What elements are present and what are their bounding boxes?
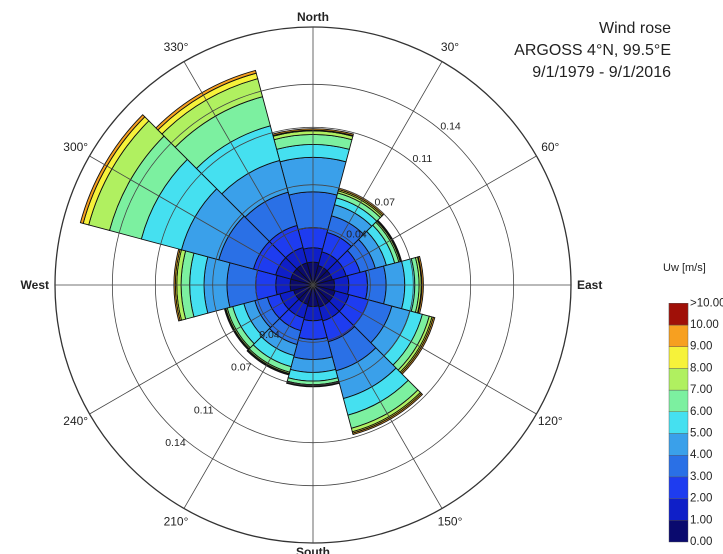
legend-swatch-9 [668,324,689,347]
angle-label-210: 210° [164,514,189,528]
legend-layer: 0.00 1.00 2.00 3.00 4.00 5.00 6.00 7.00 8.00 9.00… [668,297,723,548]
radial-tick-ne-1: 0.07 [375,196,396,208]
sector-150-band-9 [352,392,424,436]
legend-label-9: 9.00 [690,341,712,353]
chart-subtitle-period: 9/1/1979 - 9/1/2016 [532,64,671,81]
angle-label-60: 60° [541,140,559,154]
angle-label-120: 120° [538,414,563,428]
legend-label-1: 1.00 [690,514,712,526]
grid-spoke-150 [312,284,443,509]
angle-label-150: 150° [438,514,463,528]
angle-label-300: 300° [63,140,88,154]
legend-swatch-6 [668,389,689,413]
sector-180-band-9 [286,382,340,388]
sector-300-band-9 [79,114,146,224]
sector-0-band-9 [272,128,354,137]
radial-tick-ne-0: 0.04 [346,229,367,241]
angle-label-240: 240° [63,414,88,428]
radial-tick-sw-0: 0.04 [259,329,280,341]
direction-label-south: South [296,545,330,554]
sector-210-band-9 [246,349,290,376]
legend-label-3: 3.00 [690,471,712,483]
grid-spoke-330 [183,61,314,286]
legend-swatch-0 [668,520,689,543]
legend-label-0: 0.00 [690,536,712,548]
radial-tick-sw-2: 0.11 [194,405,214,417]
direction-label-west: West [21,278,49,292]
grid-spoke-120 [312,284,537,415]
legend-swatch-1 [668,498,689,521]
legend-label-8: 8.00 [690,362,712,374]
radial-tick-sw-1: 0.07 [231,361,252,373]
legend-label-2: 2.00 [690,493,712,505]
radial-tick-ne-2: 0.11 [413,153,433,165]
legend-swatch-2 [668,476,689,499]
grid-spoke-60 [312,155,537,286]
label-layer: North South East West 30° 60° 120° 150° 210° 240°… [21,10,603,554]
title-block: Wind rose ARGOSS 4°N, 99.5°E 9/1/1979 - … [514,18,671,84]
grid-spoke-240 [89,284,314,415]
direction-label-east: East [577,278,602,292]
chart-title: Wind rose [598,20,671,37]
legend-swatch-7 [668,368,689,391]
legend-swatch-5 [668,411,689,434]
legend-title: Uw [m/s] [663,262,706,274]
angle-label-330: 330° [164,40,189,54]
direction-label-north: North [297,10,329,24]
chart-subtitle-location: ARGOSS 4°N, 99.5°E [514,42,671,59]
legend-label-11: >10.00 [690,297,723,309]
legend-swatch-3 [668,455,689,478]
legend-label-7: 7.00 [690,384,712,396]
grid-spoke-300 [89,155,314,286]
grid-spoke-30 [312,61,443,286]
radial-tick-ne-3: 0.14 [440,121,461,133]
legend-label-10: 10.00 [690,319,719,331]
angle-label-30: 30° [441,40,459,54]
legend-swatch-4 [668,433,689,456]
legend-label-5: 5.00 [690,428,712,440]
grid-spoke-210 [183,284,314,509]
grid-layer [54,26,572,544]
legend-label-4: 4.00 [690,449,712,461]
legend-label-6: 6.00 [690,406,712,418]
radial-tick-sw-3: 0.14 [165,437,186,449]
legend-swatch-8 [668,346,689,369]
legend-swatch-11 [668,303,689,326]
sector-layer [79,69,436,436]
sector-330-band-9 [155,69,257,131]
